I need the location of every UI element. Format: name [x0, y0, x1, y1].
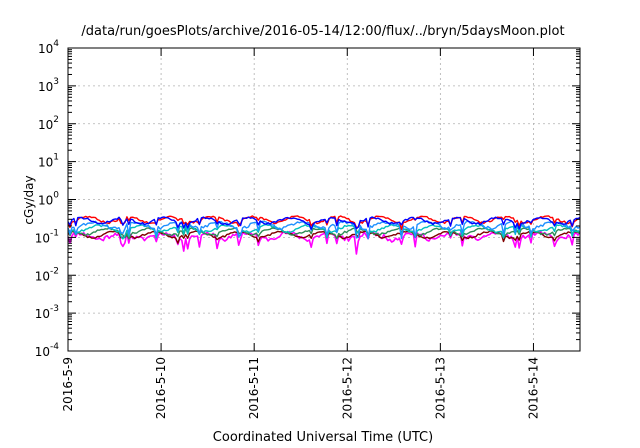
- x-tick-label: 2016-5-11: [247, 357, 261, 419]
- x-tick-label: 2016-5-13: [433, 357, 447, 419]
- y-tick-label: 104: [38, 39, 59, 56]
- series-line: [67, 230, 581, 255]
- series-line: [67, 223, 581, 240]
- y-tick-label: 10-1: [35, 228, 59, 245]
- y-tick-label: 101: [38, 153, 59, 170]
- x-tick-label: 2016-5-9: [61, 357, 75, 411]
- y-tick-label: 103: [38, 77, 59, 94]
- x-tick-label: 2016-5-12: [340, 357, 354, 419]
- y-tick-label: 100: [38, 191, 59, 208]
- y-tick-label: 102: [38, 115, 59, 132]
- x-axis: 2016-5-9 2016-5-10 2016-5-11 2016-5-12 2016-…: [61, 48, 540, 419]
- x-axis-label: Coordinated Universal Time (UTC): [213, 430, 433, 445]
- y-axis-label: cGy/day: [22, 175, 36, 224]
- grid: [68, 47, 580, 352]
- y-tick-label: 10-2: [35, 266, 59, 283]
- y-tick-label: 10-4: [35, 342, 60, 359]
- chart-title: /data/run/goesPlots/archive/2016-05-14/1…: [81, 24, 564, 39]
- series-line: [67, 220, 581, 240]
- series-line: [67, 216, 581, 231]
- x-tick-label: 2016-5-10: [154, 357, 168, 419]
- y-tick-label: 10-3: [35, 304, 59, 321]
- x-tick-label: 2016-5-14: [526, 357, 540, 419]
- y-axis: 10-4 10-3 10-2 10-1 100 101 102 103 104: [35, 39, 580, 359]
- series-layer: [67, 215, 581, 255]
